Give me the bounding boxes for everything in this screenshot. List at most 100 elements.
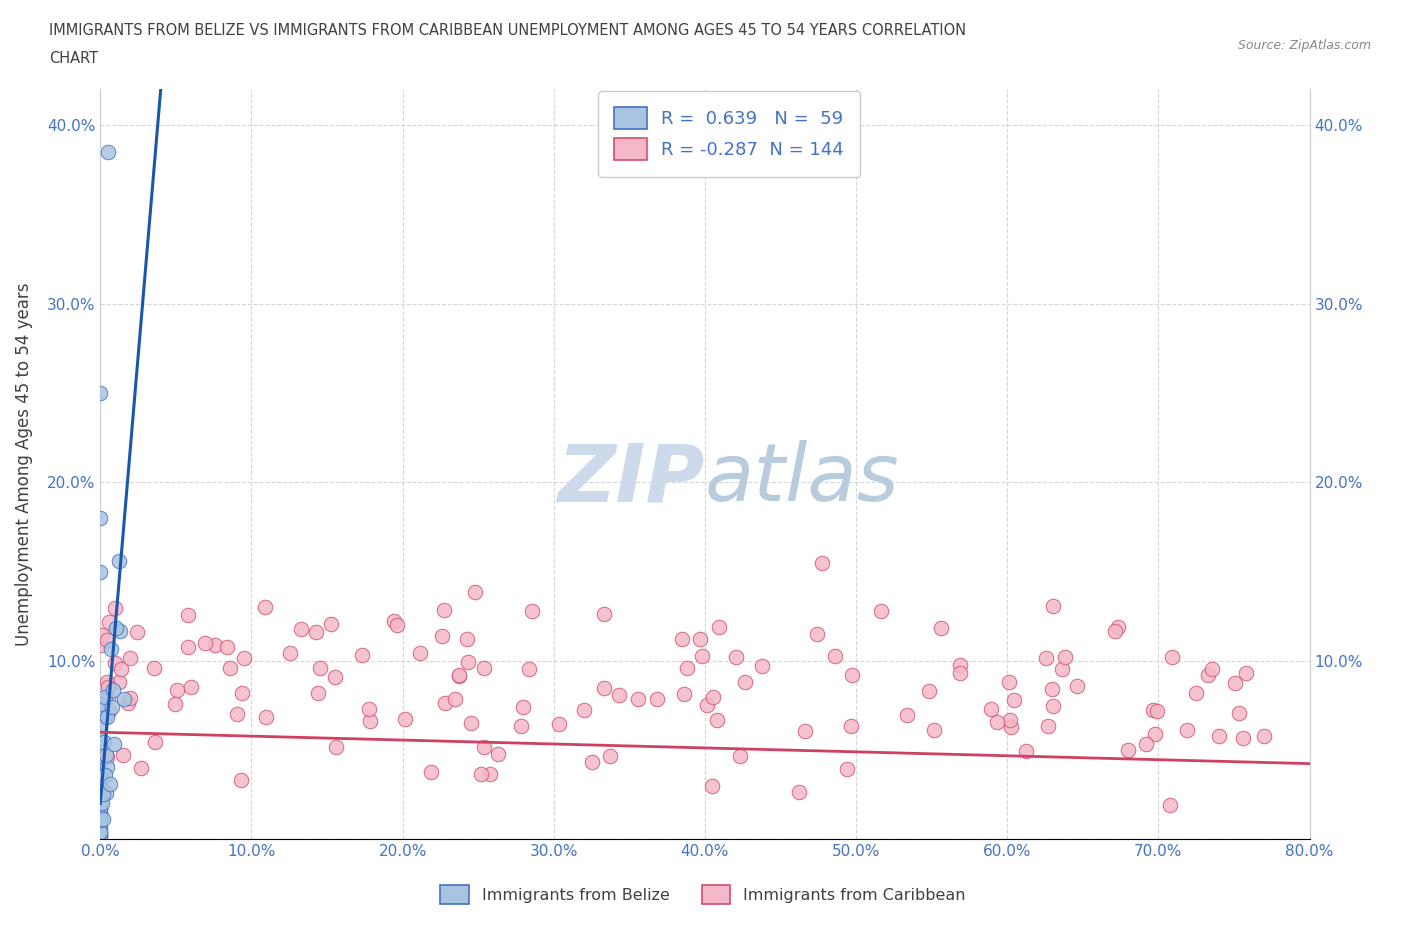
Point <box>835 762 858 777</box>
Point <box>385 618 408 632</box>
Point <box>433 603 456 618</box>
Point <box>97 680 120 695</box>
Point <box>547 716 569 731</box>
Point <box>394 711 416 726</box>
Point <box>96 760 118 775</box>
Point <box>522 604 544 618</box>
Point <box>1232 730 1254 745</box>
Point <box>278 646 301 661</box>
Point <box>1042 699 1064 714</box>
Point <box>839 718 862 733</box>
Point <box>998 712 1021 727</box>
Point <box>89 820 111 835</box>
Point <box>1000 720 1022 735</box>
Point <box>918 683 941 698</box>
Point <box>97 614 120 629</box>
Y-axis label: Unemployment Among Ages 45 to 54 years: Unemployment Among Ages 45 to 54 years <box>15 283 32 646</box>
Point <box>217 640 239 655</box>
Point <box>89 386 111 401</box>
Point <box>89 698 111 712</box>
Point <box>142 660 165 675</box>
Point <box>90 628 112 643</box>
Point <box>89 813 111 828</box>
Point <box>486 747 509 762</box>
Point <box>194 635 217 650</box>
Point <box>254 710 277 724</box>
Point <box>112 691 135 706</box>
Point <box>89 704 111 719</box>
Point <box>89 830 111 844</box>
Point <box>509 719 531 734</box>
Point <box>120 651 142 666</box>
Point <box>751 658 773 673</box>
Point <box>998 674 1021 689</box>
Point <box>1185 685 1208 700</box>
Point <box>129 761 152 776</box>
Point <box>89 697 111 711</box>
Text: CHART: CHART <box>49 51 98 66</box>
Point <box>444 691 467 706</box>
Point <box>110 661 132 676</box>
Point <box>231 772 253 787</box>
Point <box>89 788 111 803</box>
Point <box>89 795 111 810</box>
Point <box>89 828 111 843</box>
Point <box>91 786 114 801</box>
Point <box>734 674 756 689</box>
Point <box>309 661 332 676</box>
Point <box>725 650 748 665</box>
Point <box>91 811 114 826</box>
Point <box>96 674 118 689</box>
Point <box>93 710 115 724</box>
Point <box>352 647 374 662</box>
Point <box>929 620 952 635</box>
Point <box>470 767 492 782</box>
Point <box>1201 661 1223 676</box>
Point <box>464 584 486 599</box>
Point <box>382 614 405 629</box>
Point <box>592 606 614 621</box>
Point <box>96 710 118 724</box>
Legend: Immigrants from Belize, Immigrants from Caribbean: Immigrants from Belize, Immigrants from … <box>434 879 972 910</box>
Point <box>1035 651 1057 666</box>
Point <box>457 655 479 670</box>
Point <box>572 702 595 717</box>
Point <box>409 645 432 660</box>
Point <box>1253 729 1275 744</box>
Point <box>449 668 471 683</box>
Point <box>692 649 714 664</box>
Point <box>89 786 111 801</box>
Point <box>1107 619 1129 634</box>
Point <box>707 619 730 634</box>
Point <box>325 739 347 754</box>
Point <box>89 779 111 794</box>
Point <box>1135 737 1157 751</box>
Point <box>89 770 111 785</box>
Point <box>599 749 621 764</box>
Point <box>89 762 111 777</box>
Point <box>1159 797 1181 812</box>
Point <box>593 681 616 696</box>
Point <box>89 778 111 793</box>
Point <box>89 821 111 836</box>
Point <box>219 660 242 675</box>
Point <box>107 553 129 568</box>
Point <box>233 650 256 665</box>
Point <box>787 784 810 799</box>
Point <box>96 785 118 800</box>
Point <box>1053 650 1076 665</box>
Point <box>472 739 495 754</box>
Point <box>180 680 202 695</box>
Point <box>645 692 668 707</box>
Point <box>1175 723 1198 737</box>
Point <box>143 735 166 750</box>
Point <box>97 689 120 704</box>
Point <box>89 701 111 716</box>
Point <box>107 674 129 689</box>
Point <box>517 662 540 677</box>
Point <box>290 621 312 636</box>
Point <box>627 692 650 707</box>
Point <box>89 779 111 794</box>
Point <box>980 701 1002 716</box>
Point <box>94 767 117 782</box>
